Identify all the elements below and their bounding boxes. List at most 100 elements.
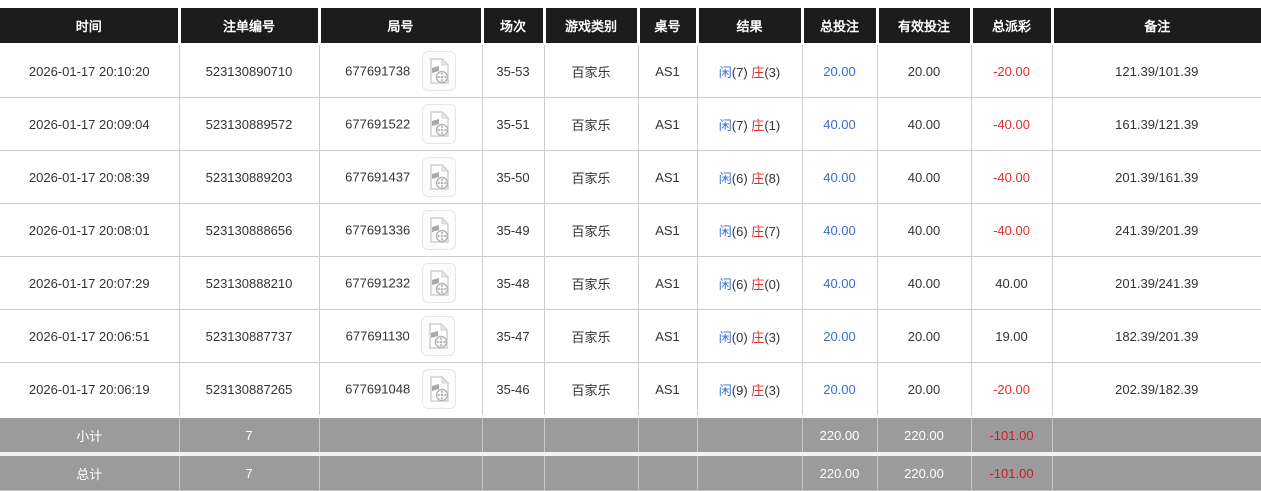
cell-table-no: AS1 — [637, 309, 698, 363]
round-number: 677691048 — [345, 381, 411, 397]
cell-remark: 201.39/241.39 — [1051, 256, 1261, 310]
video-replay-icon — [427, 57, 451, 85]
column-header-time: 时间 — [0, 8, 181, 45]
cell-result: 闲(9) 庄(3) — [696, 362, 803, 417]
result-banker-label: 庄 — [751, 117, 765, 133]
cell-payout: 40.00 — [970, 256, 1053, 310]
footer-empty-result — [696, 452, 803, 491]
video-replay-button[interactable] — [421, 369, 456, 409]
cell-valid-bet: 20.00 — [876, 309, 972, 363]
cell-remark: 201.39/161.39 — [1051, 150, 1261, 204]
cell-payout: 19.00 — [970, 309, 1053, 363]
video-replay-button[interactable] — [421, 210, 456, 250]
video-replay-icon — [427, 163, 451, 191]
result-banker-score: (7) — [764, 223, 781, 239]
result-player-label: 闲 — [718, 170, 732, 186]
footer-empty-table-no — [637, 452, 698, 491]
cell-time: 2026-01-17 20:09:04 — [0, 97, 180, 151]
cell-payout: -40.00 — [970, 203, 1053, 257]
cell-time: 2026-01-17 20:06:19 — [0, 362, 180, 417]
header-row: 时间 注单编号 局号 场次 游戏类别 桌号 结果 总投注 有效投注 总派彩 备注 — [0, 8, 1261, 45]
result-player-score: (6) — [731, 276, 752, 292]
cell-valid-bet: 20.00 — [876, 43, 972, 98]
column-header-valid-bet: 有效投注 — [877, 8, 973, 45]
cell-result: 闲(7) 庄(1) — [696, 97, 803, 151]
cell-total-bet: 20.00 — [801, 309, 878, 363]
cell-game-type: 百家乐 — [543, 256, 639, 310]
footer-label: 总计 — [0, 452, 180, 491]
cell-time: 2026-01-17 20:08:39 — [0, 150, 180, 204]
result-banker-label: 庄 — [751, 170, 765, 186]
cell-remark: 241.39/201.39 — [1051, 203, 1261, 257]
result-banker-score: (3) — [764, 382, 781, 398]
table-row: 2026-01-17 20:07:29 523130888210 677691232… — [0, 256, 1261, 310]
cell-payout: -40.00 — [970, 97, 1053, 151]
total-row: 总计 7 220.00 220.00 -101.00 — [0, 452, 1261, 491]
cell-total-bet: 40.00 — [801, 256, 878, 310]
result-player-score: (6) — [731, 170, 752, 186]
cell-round-no: 677691048 — [318, 362, 483, 417]
cell-result: 闲(0) 庄(3) — [696, 309, 803, 363]
cell-payout: -20.00 — [970, 43, 1053, 98]
video-replay-icon — [427, 216, 451, 244]
round-number: 677691738 — [345, 63, 411, 79]
round-number: 677691232 — [345, 275, 411, 291]
cell-payout: -40.00 — [970, 150, 1053, 204]
cell-bet-id: 523130890710 — [178, 43, 320, 98]
cell-valid-bet: 40.00 — [876, 203, 972, 257]
cell-remark: 161.39/121.39 — [1051, 97, 1261, 151]
cell-time: 2026-01-17 20:06:51 — [0, 309, 180, 363]
cell-table-no: AS1 — [637, 362, 698, 417]
cell-game-type: 百家乐 — [543, 97, 639, 151]
footer-empty-session — [481, 415, 545, 455]
cell-result: 闲(6) 庄(0) — [696, 256, 803, 310]
column-header-session: 场次 — [482, 8, 546, 45]
video-replay-button[interactable] — [421, 263, 456, 303]
table-row: 2026-01-17 20:06:19 523130887265 677691048… — [0, 362, 1261, 417]
result-banker-score: (8) — [764, 170, 781, 186]
cell-valid-bet: 40.00 — [876, 97, 972, 151]
cell-round-no: 677691130 — [318, 309, 483, 363]
footer-count: 7 — [178, 415, 320, 455]
result-player-label: 闲 — [718, 329, 732, 345]
result-banker-score: (1) — [764, 117, 781, 133]
result-player-label: 闲 — [718, 117, 732, 133]
cell-bet-id: 523130889203 — [178, 150, 320, 204]
cell-time: 2026-01-17 20:10:20 — [0, 43, 180, 98]
cell-valid-bet: 20.00 — [876, 362, 972, 417]
video-replay-button[interactable] — [421, 104, 456, 144]
cell-result: 闲(7) 庄(3) — [696, 43, 803, 98]
footer-label: 小计 — [0, 415, 180, 455]
table-row: 2026-01-17 20:09:04 523130889572 677691522… — [0, 97, 1261, 151]
result-player-label: 闲 — [718, 64, 732, 80]
video-replay-icon — [427, 375, 451, 403]
cell-session: 35-53 — [481, 43, 545, 98]
result-banker-label: 庄 — [751, 64, 765, 80]
footer-payout: -101.00 — [970, 415, 1053, 455]
result-player-label: 闲 — [718, 223, 732, 239]
round-number: 677691130 — [345, 328, 410, 344]
video-replay-icon — [427, 269, 451, 297]
video-replay-button[interactable] — [421, 316, 456, 356]
cell-valid-bet: 40.00 — [876, 256, 972, 310]
cell-game-type: 百家乐 — [543, 203, 639, 257]
cell-round-no: 677691437 — [318, 150, 483, 204]
cell-bet-id: 523130887737 — [178, 309, 320, 363]
video-replay-button[interactable] — [421, 51, 456, 91]
footer-payout: -101.00 — [970, 452, 1053, 491]
cell-total-bet: 40.00 — [801, 97, 878, 151]
result-player-score: (9) — [731, 382, 752, 398]
cell-result: 闲(6) 庄(8) — [696, 150, 803, 204]
table-row: 2026-01-17 20:06:51 523130887737 677691130… — [0, 309, 1261, 363]
column-header-result: 结果 — [697, 8, 804, 45]
cell-bet-id: 523130888210 — [178, 256, 320, 310]
result-player-label: 闲 — [718, 382, 732, 398]
cell-bet-id: 523130889572 — [178, 97, 320, 151]
video-replay-button[interactable] — [421, 157, 456, 197]
footer-empty-result — [696, 415, 803, 455]
result-banker-label: 庄 — [751, 223, 765, 239]
result-banker-label: 庄 — [751, 382, 765, 398]
column-header-table-no: 桌号 — [638, 8, 699, 45]
result-banker-label: 庄 — [751, 276, 765, 292]
